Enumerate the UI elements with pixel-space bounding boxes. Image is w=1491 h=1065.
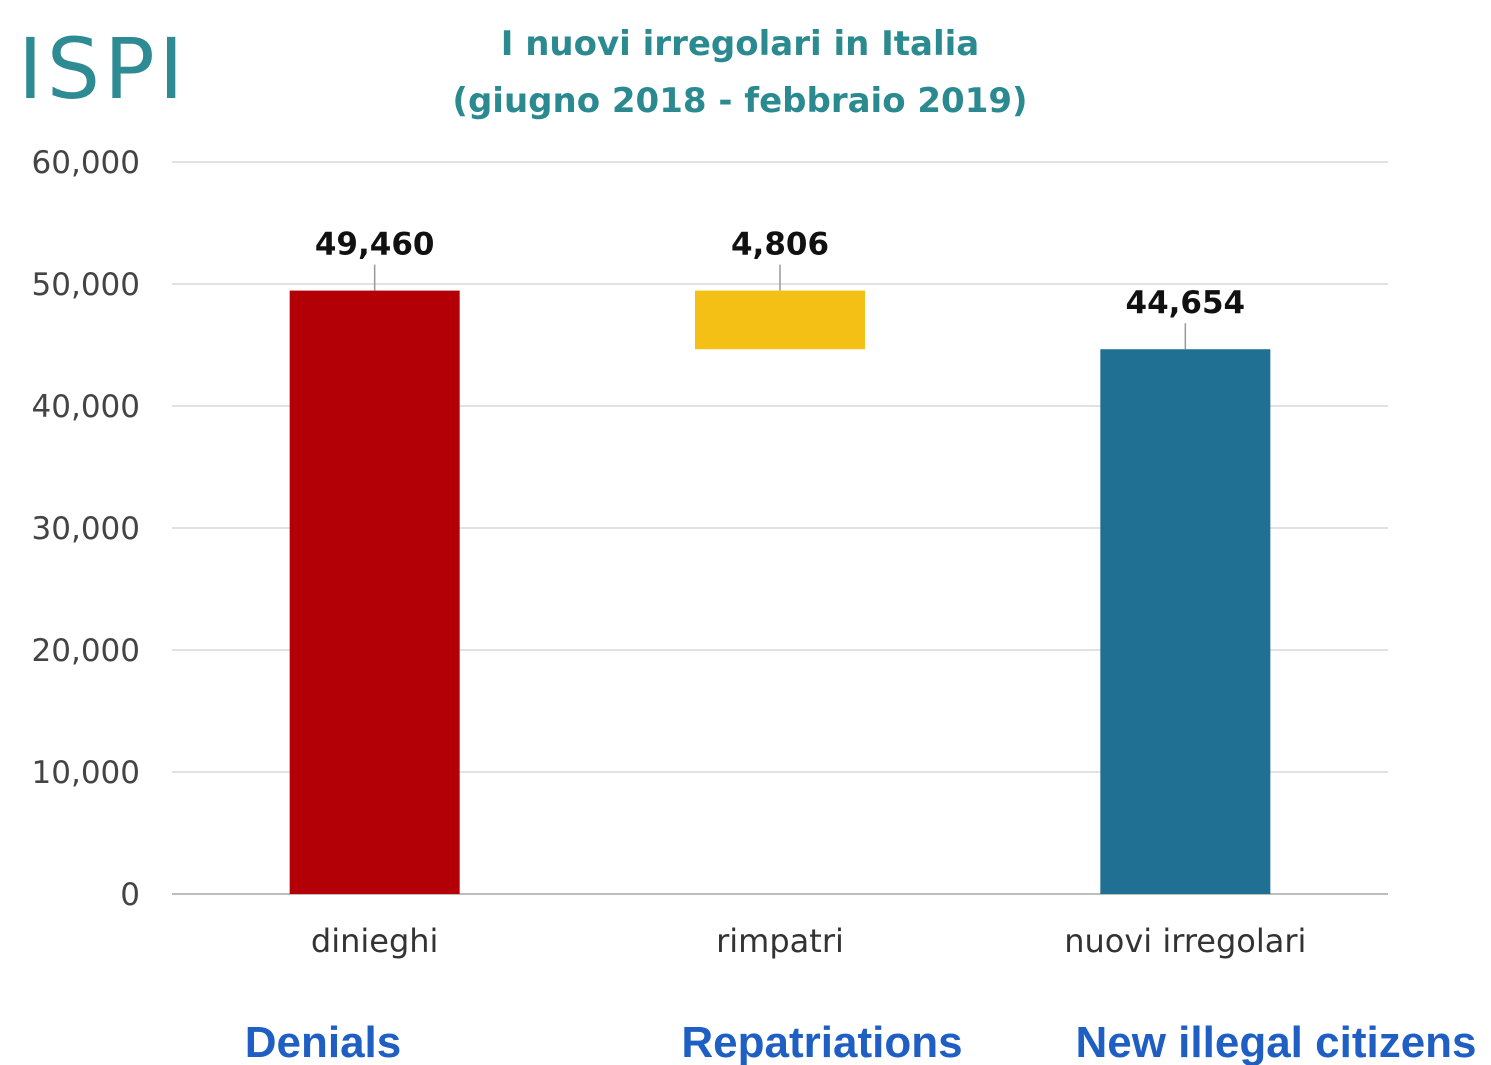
- x-category-label: rimpatri: [716, 922, 844, 960]
- bar-nuovi-irregolari: [1100, 349, 1271, 894]
- bars: 49,460 4,806 44,654: [289, 227, 1271, 894]
- x-category-label: dinieghi: [311, 922, 439, 960]
- y-tick-label: 60,000: [32, 145, 140, 181]
- ispi-logo: ISPI: [18, 20, 188, 118]
- y-tick-label: 20,000: [32, 633, 140, 669]
- y-tick-label: 30,000: [32, 511, 140, 547]
- bar-rimpatri: [695, 290, 865, 350]
- chart-title: I nuovi irregolari in Italia: [501, 24, 980, 64]
- y-tick-label: 10,000: [32, 755, 140, 791]
- y-axis-ticks: 0 10,000 20,000 30,000 40,000 50,000 60,000: [32, 145, 140, 913]
- data-label: 44,654: [1126, 285, 1246, 321]
- translation-label: Denials: [245, 1018, 402, 1065]
- translation-label: Repatriations: [681, 1018, 962, 1065]
- y-tick-label: 50,000: [32, 267, 140, 303]
- data-label: 4,806: [731, 227, 829, 263]
- chart-subtitle: (giugno 2018 - febbraio 2019): [452, 81, 1027, 121]
- translation-label: New illegal citizens: [1075, 1018, 1476, 1065]
- y-tick-label: 0: [120, 877, 140, 913]
- data-label: 49,460: [315, 227, 435, 263]
- translation-labels: Denials Repatriations New illegal citizens: [245, 1018, 1477, 1065]
- y-tick-label: 40,000: [32, 389, 140, 425]
- x-axis-categories: dinieghi rimpatri nuovi irregolari: [311, 922, 1307, 960]
- bar-dinieghi: [289, 290, 460, 894]
- x-category-label: nuovi irregolari: [1064, 922, 1306, 960]
